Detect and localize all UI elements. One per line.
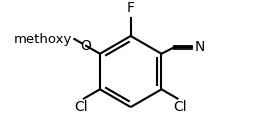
Text: F: F	[127, 1, 135, 15]
Text: O: O	[81, 39, 91, 53]
Text: N: N	[195, 40, 205, 54]
Text: methoxy: methoxy	[13, 33, 72, 46]
Text: Cl: Cl	[173, 100, 187, 114]
Text: Cl: Cl	[75, 100, 88, 114]
